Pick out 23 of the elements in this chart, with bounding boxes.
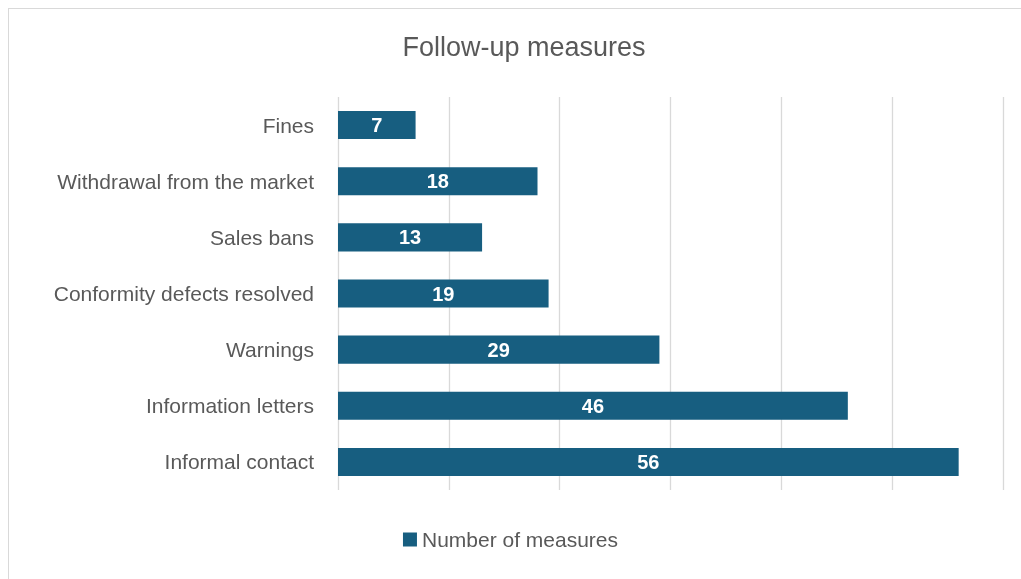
y-tick-label: Conformity defects resolved: [53, 282, 314, 305]
y-tick-label: Warnings: [226, 338, 314, 362]
data-label: 19: [432, 282, 455, 305]
y-tick-label: Withdrawal from the market: [57, 169, 315, 193]
bar: [338, 279, 549, 308]
data-label: 29: [487, 338, 510, 361]
bar: [338, 167, 538, 196]
bar: [338, 111, 416, 140]
data-label: 7: [371, 114, 383, 137]
chart-title: Follow-up measures: [402, 31, 646, 62]
legend-label: Number of measures: [421, 528, 619, 551]
data-label: 56: [637, 450, 660, 473]
y-tick-label: Fines: [262, 113, 314, 137]
data-label: 13: [398, 226, 422, 249]
bar: [338, 447, 959, 476]
bar: [338, 391, 848, 420]
data-label: 18: [426, 170, 449, 193]
y-tick-label: Informal contact: [164, 450, 315, 474]
bar: [338, 335, 660, 364]
bar: [338, 223, 483, 252]
y-tick-label: Information letters: [145, 394, 314, 418]
y-tick-label: Sales bans: [210, 225, 314, 249]
data-label: 46: [581, 394, 605, 417]
